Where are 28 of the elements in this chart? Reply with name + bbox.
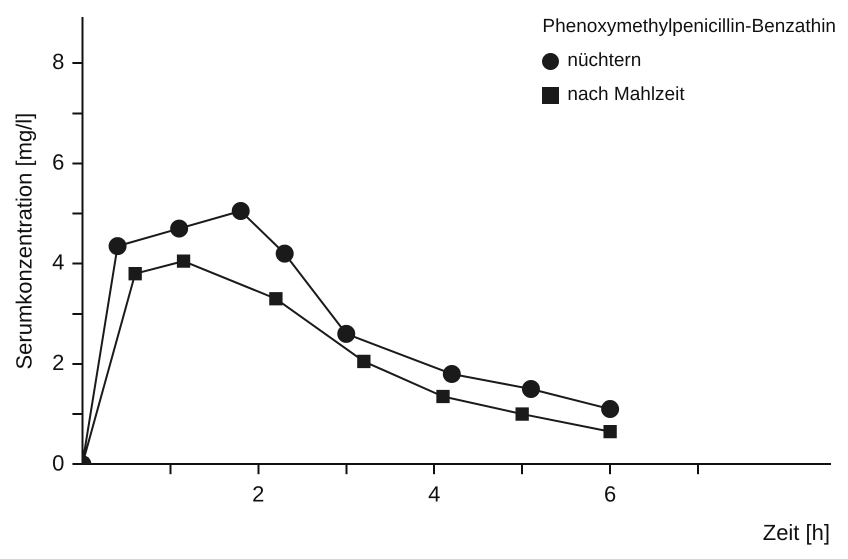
point [269,292,283,306]
point [232,202,250,220]
legend-label: nach Mahlzeit [567,84,685,106]
point [337,324,356,343]
point [170,220,188,238]
x-tick-label: 4 [428,481,440,506]
y-axis-title: Serumkonzentration [mg/l] [11,112,36,370]
legend-title: Phenoxymethylpenicillin-Benzathin [542,16,836,38]
point [128,267,142,280]
y-tick-label: 4 [52,250,64,275]
point [108,237,127,256]
point [176,254,190,268]
point [276,244,294,263]
x-tick-label: 6 [604,481,616,506]
point [357,354,371,368]
y-tick-label: 2 [52,350,64,375]
x-tick-label: 2 [252,481,264,506]
legend-label: nüchtern [567,50,642,72]
point [436,390,450,404]
y-tick-label: 0 [52,450,64,476]
y-tick-label: 6 [52,149,64,174]
point [601,400,620,418]
point [516,407,529,421]
point [603,424,617,438]
y-tick-label: 8 [52,49,64,74]
point [522,380,540,398]
point [442,364,461,383]
x-axis-title: Zeit [h] [762,520,830,545]
